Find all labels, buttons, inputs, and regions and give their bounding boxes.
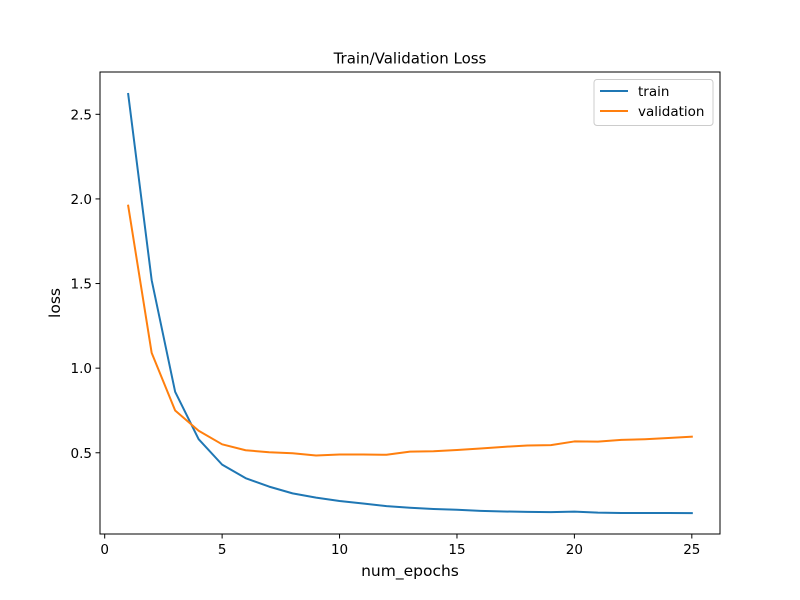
legend-label-train: train — [638, 84, 669, 100]
x-tick-label: 5 — [218, 542, 227, 558]
x-tick-label: 10 — [331, 542, 348, 558]
plot-area-frame — [99, 71, 721, 535]
y-tick-label: 0.5 — [71, 446, 92, 462]
y-tick-label: 2.5 — [71, 107, 92, 123]
series-line-train — [127, 92, 693, 515]
x-axis-title: num_epochs — [361, 562, 459, 581]
y-tick-label: 1.5 — [71, 277, 92, 293]
legend-label-validation: validation — [638, 104, 704, 120]
y-tick-label: 1.0 — [71, 361, 92, 377]
x-tick-label: 15 — [448, 542, 465, 558]
x-tick-label: 25 — [683, 542, 700, 558]
series-line-validation — [127, 204, 693, 457]
series-lines — [127, 92, 693, 515]
y-tick-label: 2.0 — [71, 192, 92, 208]
chart-title: Train/Validation Loss — [333, 50, 487, 68]
y-axis-title: loss — [46, 288, 64, 318]
x-tick-label: 20 — [566, 542, 583, 558]
y-axis-ticks: 0.5 1.0 1.5 2.0 2.5 — [71, 107, 100, 462]
x-axis-ticks: 0 5 10 15 20 25 — [100, 534, 700, 558]
x-tick-label: 0 — [100, 542, 109, 558]
legend: train validation — [593, 79, 714, 126]
